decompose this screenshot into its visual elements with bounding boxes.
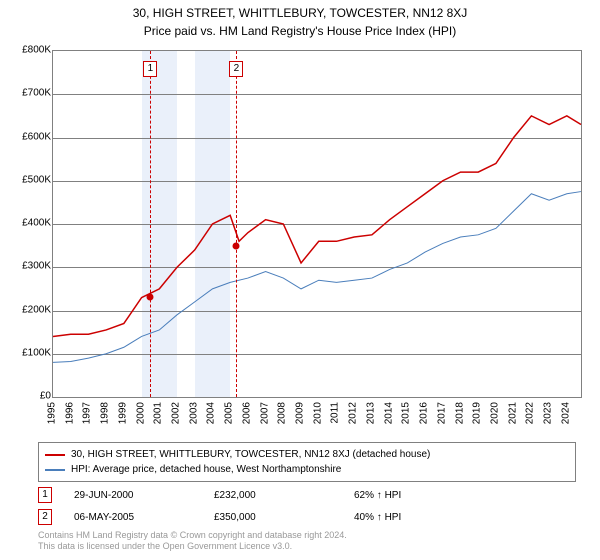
x-axis-label: 2003 [188,402,199,424]
footnote-line: This data is licensed under the Open Gov… [38,541,347,552]
x-axis-label: 1998 [100,402,111,424]
chart-container: 30, HIGH STREET, WHITTLEBURY, TOWCESTER,… [0,0,600,560]
y-axis-label: £700K [22,88,51,99]
footnote-line: Contains HM Land Registry data © Crown c… [38,530,347,541]
transaction-price: £232,000 [214,490,354,501]
x-axis-label: 2022 [525,402,536,424]
x-axis-label: 2005 [224,402,235,424]
x-axis-label: 2017 [436,402,447,424]
legend: 30, HIGH STREET, WHITTLEBURY, TOWCESTER,… [38,442,576,482]
y-axis-label: £800K [22,45,51,56]
x-axis-label: 1996 [64,402,75,424]
legend-swatch [45,454,65,456]
transaction-date: 29-JUN-2000 [74,490,214,501]
x-axis-label: 2008 [277,402,288,424]
chart-marker: 2 [229,61,243,77]
legend-item: 30, HIGH STREET, WHITTLEBURY, TOWCESTER,… [45,447,569,462]
transaction-marker: 1 [38,487,52,503]
y-axis-label: £400K [22,218,51,229]
transaction-marker: 2 [38,509,52,525]
transaction-date: 06-MAY-2005 [74,512,214,523]
y-axis-label: £100K [22,347,51,358]
data-point [147,293,154,300]
x-axis-label: 2006 [241,402,252,424]
legend-item: HPI: Average price, detached house, West… [45,462,569,477]
x-axis-label: 2020 [489,402,500,424]
x-axis-label: 2014 [383,402,394,424]
chart-subtitle: Price paid vs. HM Land Registry's House … [0,20,600,38]
x-axis-label: 1997 [82,402,93,424]
x-axis-label: 2004 [206,402,217,424]
y-axis-label: £600K [22,131,51,142]
x-axis-label: 2018 [454,402,465,424]
x-axis-label: 2000 [135,402,146,424]
footnote: Contains HM Land Registry data © Crown c… [38,530,347,553]
x-axis-label: 2023 [543,402,554,424]
y-axis-label: £200K [22,304,51,315]
legend-label: HPI: Average price, detached house, West… [71,464,341,475]
x-axis-label: 2013 [365,402,376,424]
x-axis-label: 2021 [507,402,518,424]
transaction-pct: 62% ↑ HPI [354,490,494,501]
x-axis-label: 2007 [259,402,270,424]
x-axis-label: 1995 [47,402,58,424]
x-axis-label: 2024 [560,402,571,424]
y-axis-label: £0 [40,391,51,402]
x-axis-label: 2009 [295,402,306,424]
transaction-pct: 40% ↑ HPI [354,512,494,523]
x-axis-label: 2002 [171,402,182,424]
x-axis-label: 1999 [117,402,128,424]
chart-lines [53,51,581,397]
chart-plot-area: 12 [52,50,582,398]
x-axis-label: 2012 [348,402,359,424]
x-axis-label: 2019 [472,402,483,424]
x-axis-label: 2016 [419,402,430,424]
table-row: 2 06-MAY-2005 £350,000 40% ↑ HPI [38,506,494,528]
table-row: 1 29-JUN-2000 £232,000 62% ↑ HPI [38,484,494,506]
data-point [233,242,240,249]
chart-title: 30, HIGH STREET, WHITTLEBURY, TOWCESTER,… [0,0,600,20]
x-axis-label: 2011 [330,402,341,424]
x-axis-label: 2001 [153,402,164,424]
x-axis-label: 2010 [312,402,323,424]
transaction-price: £350,000 [214,512,354,523]
y-axis-label: £300K [22,261,51,272]
legend-swatch [45,469,65,471]
y-axis-label: £500K [22,174,51,185]
transactions-table: 1 29-JUN-2000 £232,000 62% ↑ HPI 2 06-MA… [38,484,494,528]
x-axis-label: 2015 [401,402,412,424]
legend-label: 30, HIGH STREET, WHITTLEBURY, TOWCESTER,… [71,449,430,460]
chart-marker: 1 [143,61,157,77]
